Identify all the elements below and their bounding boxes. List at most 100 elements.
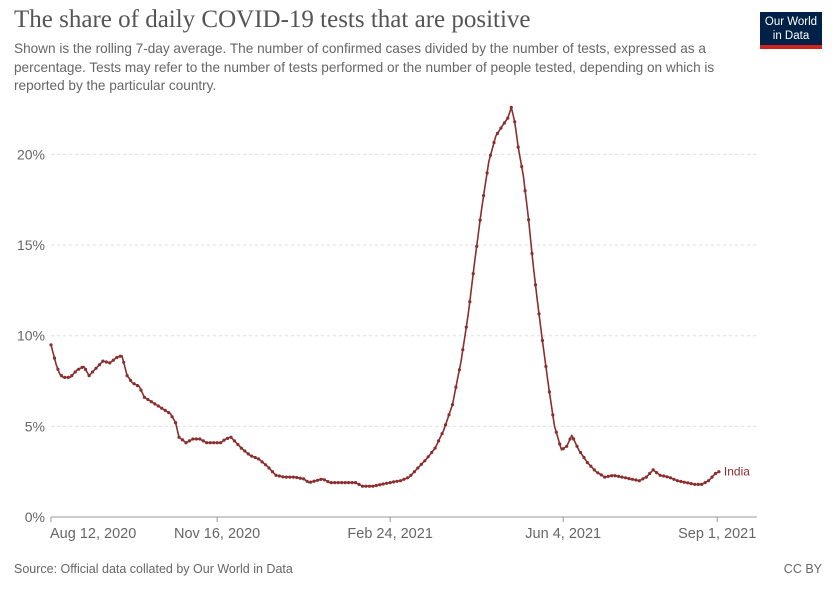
data-point: [381, 482, 385, 486]
data-point: [125, 374, 129, 378]
data-point: [191, 437, 195, 441]
data-point: [513, 120, 517, 124]
data-point: [696, 482, 700, 486]
data-point: [405, 476, 410, 480]
data-point: [641, 477, 645, 481]
x-tick-label: Aug 12, 2020: [50, 526, 136, 542]
data-point: [77, 367, 81, 371]
data-point: [523, 189, 527, 193]
data-point: [347, 481, 351, 485]
data-point: [492, 141, 496, 145]
data-point: [533, 283, 538, 287]
source-note[interactable]: Source: Official data collated by Our Wo…: [14, 562, 293, 576]
data-point: [675, 479, 680, 483]
chart-subtitle: Shown is the rolling 7-day average. The …: [14, 41, 715, 93]
data-point: [246, 452, 250, 456]
data-point: [627, 477, 631, 481]
data-point: [267, 466, 271, 470]
data-point: [679, 479, 683, 484]
data-point: [49, 343, 53, 347]
data-point: [315, 478, 320, 482]
data-point: [398, 479, 403, 483]
logo-line-2: in Data: [772, 30, 810, 42]
data-point: [340, 481, 344, 485]
data-point: [668, 476, 673, 480]
data-point: [66, 375, 70, 379]
data-point: [80, 365, 84, 369]
data-point: [520, 164, 524, 169]
data-point: [596, 471, 600, 475]
data-point: [530, 251, 534, 256]
data-point: [222, 438, 226, 442]
data-point: [291, 475, 295, 479]
data-point: [229, 435, 233, 439]
data-point: [662, 474, 666, 478]
data-point: [177, 435, 181, 439]
data-point: [135, 384, 140, 388]
chart-title: The share of daily COVID-19 tests that a…: [14, 6, 531, 33]
data-point: [447, 413, 451, 417]
series-label-india: India: [724, 465, 750, 479]
data-point: [717, 470, 721, 474]
data-point: [163, 408, 167, 412]
data-point: [430, 450, 434, 455]
data-point: [450, 403, 455, 407]
data-point: [239, 446, 243, 450]
data-point: [623, 476, 628, 480]
data-point: [630, 477, 635, 481]
logo-line-1: Our World: [764, 16, 818, 28]
owid-logo[interactable]: Our World in Data: [760, 12, 822, 49]
data-point: [70, 374, 74, 378]
data-point: [585, 461, 590, 465]
data-point: [305, 479, 309, 483]
data-point: [547, 390, 552, 394]
data-point: [277, 474, 281, 478]
data-point: [201, 439, 205, 443]
data-point: [485, 171, 489, 175]
data-point: [312, 479, 316, 483]
data-point: [454, 385, 458, 389]
data-point: [374, 483, 378, 488]
data-point: [568, 437, 572, 441]
data-point: [592, 468, 596, 472]
data-point: [298, 476, 302, 480]
data-point: [260, 460, 264, 464]
data-point: [457, 368, 461, 372]
data-point: [333, 481, 337, 485]
series-india: India: [49, 105, 750, 488]
data-point: [509, 105, 513, 109]
data-point: [565, 444, 569, 448]
data-point: [378, 483, 382, 487]
data-point: [360, 484, 365, 488]
data-point: [142, 395, 146, 399]
data-point: [236, 442, 240, 447]
y-tick-label: 5%: [25, 418, 45, 434]
data-point: [281, 475, 285, 479]
data-point: [603, 475, 607, 479]
x-tick-label: Sep 1, 2021: [678, 526, 756, 542]
data-point: [371, 484, 375, 488]
data-point: [582, 455, 586, 460]
data-point: [682, 480, 686, 484]
data-point: [644, 475, 648, 479]
data-point: [101, 359, 105, 363]
data-point: [156, 404, 160, 408]
data-point: [108, 361, 112, 365]
data-point: [104, 360, 108, 364]
data-point: [713, 471, 718, 476]
data-point: [672, 477, 676, 481]
license-label[interactable]: CC BY: [783, 562, 822, 576]
data-point: [73, 370, 77, 374]
data-point: [319, 477, 323, 481]
data-point: [205, 441, 209, 445]
data-point: [606, 474, 610, 478]
data-point: [253, 455, 257, 460]
data-point: [388, 481, 392, 485]
data-point: [437, 439, 441, 443]
data-point: [87, 374, 91, 378]
data-point: [419, 462, 423, 466]
data-point: [409, 473, 413, 477]
data-point: [115, 355, 119, 360]
data-point: [59, 374, 64, 378]
data-point: [367, 484, 371, 488]
